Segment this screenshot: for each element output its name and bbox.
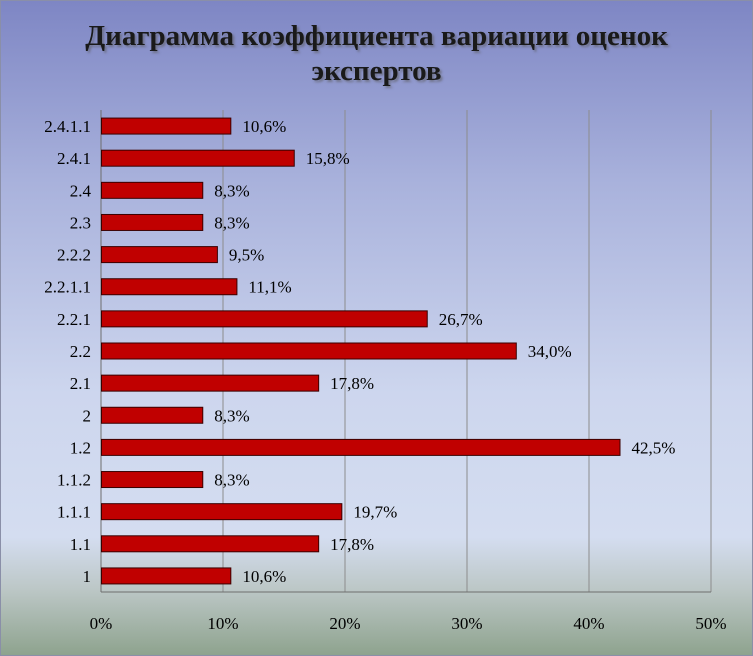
x-tick-label: 50% <box>695 614 726 633</box>
x-tick-label: 10% <box>207 614 238 633</box>
bar <box>101 213 204 231</box>
bar <box>101 535 320 553</box>
y-category-label: 1.1.1 <box>57 503 91 522</box>
y-category-label: 2.2.1.1 <box>44 278 91 297</box>
data-label: 8,3% <box>214 406 249 425</box>
bar <box>101 149 295 167</box>
y-category-label: 2.4.1.1 <box>44 117 91 136</box>
y-category-label: 2.1 <box>70 374 91 393</box>
x-tick-label: 20% <box>329 614 360 633</box>
y-category-label: 2.2.2 <box>57 246 91 265</box>
bar <box>101 246 218 264</box>
labels: 0% 10% 20% 30% 40% 50% 2.4.1.1 10,6% 2.4.1 15,8% 2… <box>44 117 726 633</box>
data-label: 8,3% <box>214 181 249 200</box>
data-label: 17,8% <box>330 374 374 393</box>
data-label: 9,5% <box>229 246 264 265</box>
bar <box>101 181 204 199</box>
bar <box>101 567 232 585</box>
y-category-label: 2.4 <box>70 181 92 200</box>
data-label: 34,0% <box>528 342 572 361</box>
x-tick-label: 0% <box>90 614 113 633</box>
y-category-label: 2.4.1 <box>57 149 91 168</box>
bar <box>101 278 238 296</box>
bar <box>101 438 621 456</box>
data-label: 26,7% <box>439 310 483 329</box>
y-category-label: 1 <box>83 567 92 586</box>
bar <box>101 406 204 424</box>
bars <box>101 117 621 585</box>
bar <box>101 503 343 521</box>
y-category-label: 2.2.1 <box>57 310 91 329</box>
data-label: 8,3% <box>214 213 249 232</box>
data-label: 19,7% <box>353 503 397 522</box>
data-label: 42,5% <box>632 438 676 457</box>
bar <box>101 471 204 489</box>
y-category-label: 1.1 <box>70 535 91 554</box>
bar <box>101 374 320 392</box>
data-label: 10,6% <box>242 567 286 586</box>
y-category-label: 2.2 <box>70 342 91 361</box>
data-label: 15,8% <box>306 149 350 168</box>
data-label: 11,1% <box>248 278 291 297</box>
bar <box>101 342 517 360</box>
bar <box>101 310 428 328</box>
bar <box>101 117 232 135</box>
data-label: 17,8% <box>330 535 374 554</box>
chart-title: Диаграмма коэффициента вариации оценок э… <box>85 20 668 87</box>
x-tick-label: 30% <box>451 614 482 633</box>
y-category-label: 1.2 <box>70 438 91 457</box>
x-tick-label: 40% <box>573 614 604 633</box>
data-label: 10,6% <box>242 117 286 136</box>
y-category-label: 1.1.2 <box>57 471 91 490</box>
y-category-label: 2 <box>83 406 92 425</box>
y-category-label: 2.3 <box>70 213 91 232</box>
data-label: 8,3% <box>214 471 249 490</box>
